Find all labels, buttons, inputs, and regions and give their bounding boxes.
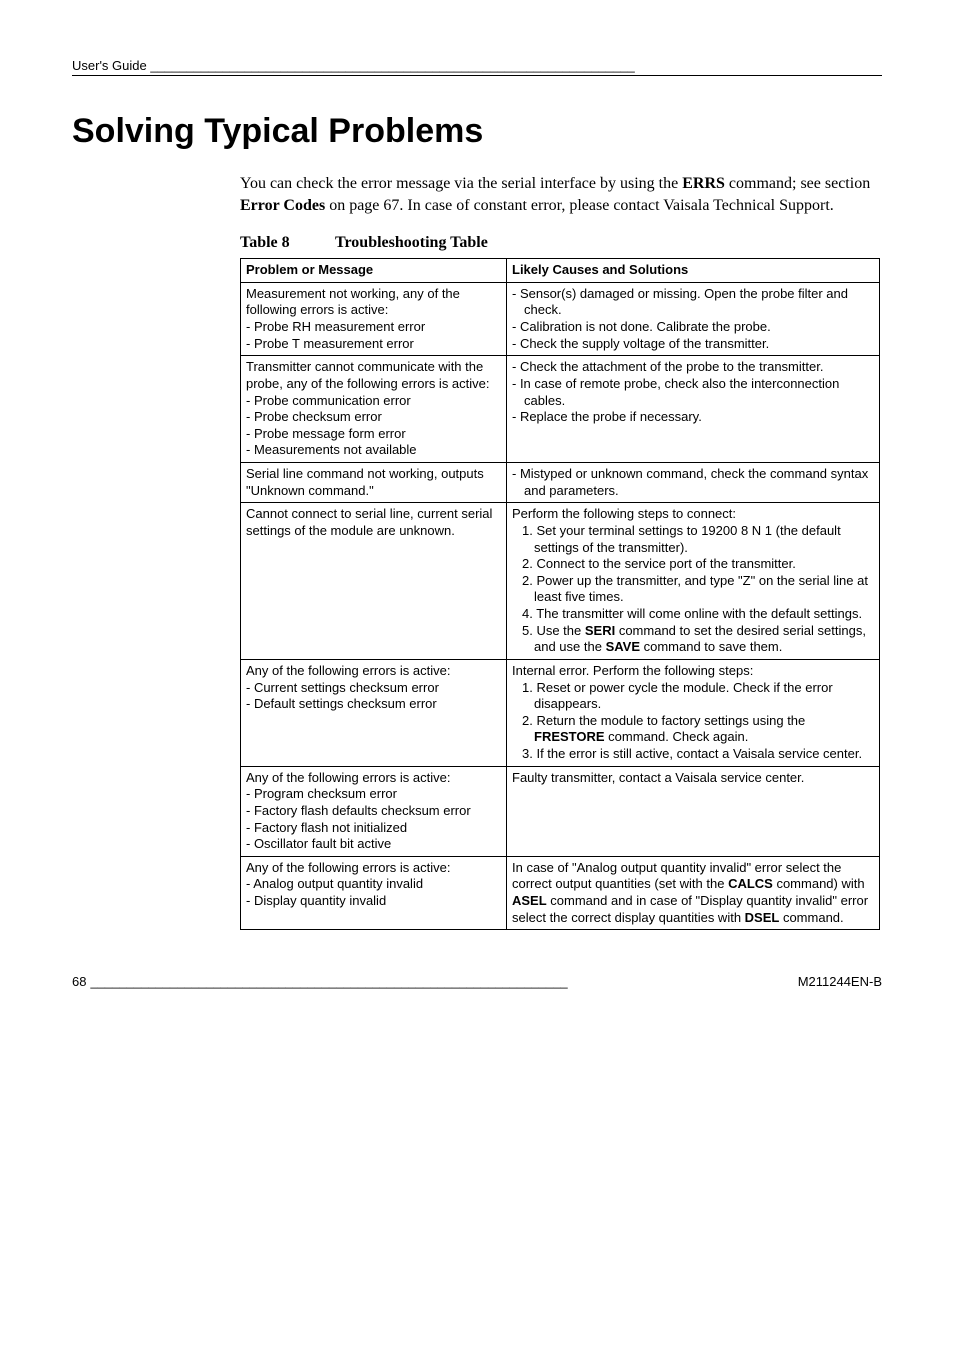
problem-line: Any of the following errors is active: [246, 663, 501, 680]
problem-line: - Current settings checksum error [246, 680, 501, 697]
table-body: Measurement not working, any of the foll… [241, 282, 880, 930]
running-header: User's Guide ___________________________… [72, 58, 882, 76]
intro-a: You can check the error message via the … [240, 175, 682, 192]
table-row: Any of the following errors is active:- … [241, 766, 880, 856]
solution-line: - Check the supply voltage of the transm… [512, 336, 874, 353]
problem-line: Cannot connect to serial line, current s… [246, 506, 501, 539]
problem-line: - Factory flash defaults checksum error [246, 803, 501, 820]
table-caption: Table 8Troubleshooting Table [240, 234, 882, 252]
solution-line: Internal error. Perform the following st… [512, 663, 874, 680]
problem-line: Measurement not working, any of the foll… [246, 286, 501, 319]
solution-line: - Check the attachment of the probe to t… [512, 359, 874, 376]
solution-cell: Internal error. Perform the following st… [507, 659, 880, 766]
problem-line: - Analog output quantity invalid [246, 876, 501, 893]
problem-line: Any of the following errors is active: [246, 860, 501, 877]
solution-line: 2. Connect to the service port of the tr… [512, 556, 874, 573]
solution-line: 5. Use the SERI command to set the desir… [512, 623, 874, 656]
content-column: You can check the error message via the … [240, 173, 882, 930]
problem-line: - Default settings checksum error [246, 696, 501, 713]
problem-line: Serial line command not working, outputs… [246, 466, 501, 499]
problem-cell: Transmitter cannot communicate with the … [241, 356, 507, 463]
solution-line: 1. Set your terminal settings to 19200 8… [512, 523, 874, 556]
solution-line: 4. The transmitter will come online with… [512, 606, 874, 623]
problem-line: - Display quantity invalid [246, 893, 501, 910]
header-left: User's Guide [72, 58, 147, 73]
solution-cell: In case of "Analog output quantity inval… [507, 856, 880, 930]
caption-number: Table 8 [240, 234, 335, 252]
problem-cell: Any of the following errors is active:- … [241, 766, 507, 856]
problem-line: Any of the following errors is active: [246, 770, 501, 787]
problem-cell: Any of the following errors is active:- … [241, 856, 507, 930]
problem-line: - Probe RH measurement error [246, 319, 501, 336]
intro-c: on page 67. In case of constant error, p… [325, 197, 834, 214]
problem-line: - Measurements not available [246, 442, 501, 459]
problem-line: - Probe message form error [246, 426, 501, 443]
solution-cell: - Sensor(s) damaged or missing. Open the… [507, 282, 880, 356]
problem-cell: Measurement not working, any of the foll… [241, 282, 507, 356]
solution-line: - Sensor(s) damaged or missing. Open the… [512, 286, 874, 319]
problem-line: - Program checksum error [246, 786, 501, 803]
solution-cell: - Mistyped or unknown command, check the… [507, 463, 880, 503]
intro-errcodes: Error Codes [240, 197, 325, 214]
col-header-problem: Problem or Message [241, 259, 507, 283]
problem-cell: Cannot connect to serial line, current s… [241, 503, 507, 660]
solution-line: - Replace the probe if necessary. [512, 409, 874, 426]
problem-line: - Oscillator fault bit active [246, 836, 501, 853]
col-header-solution: Likely Causes and Solutions [507, 259, 880, 283]
solution-line: 1. Reset or power cycle the module. Chec… [512, 680, 874, 713]
doc-id: M211244EN-B [798, 974, 882, 989]
intro-errs: ERRS [682, 175, 725, 192]
problem-line: - Probe checksum error [246, 409, 501, 426]
table-header-row: Problem or Message Likely Causes and Sol… [241, 259, 880, 283]
solution-line: 3. If the error is still active, contact… [512, 746, 874, 763]
table-row: Any of the following errors is active:- … [241, 856, 880, 930]
table-row: Transmitter cannot communicate with the … [241, 356, 880, 463]
table-row: Cannot connect to serial line, current s… [241, 503, 880, 660]
problem-line: - Factory flash not initialized [246, 820, 501, 837]
solution-line: Perform the following steps to connect: [512, 506, 874, 523]
solution-cell: Perform the following steps to connect:1… [507, 503, 880, 660]
page-title: Solving Typical Problems [72, 112, 882, 151]
problem-line: Transmitter cannot communicate with the … [246, 359, 501, 392]
caption-title: Troubleshooting Table [335, 234, 488, 251]
intro-b: command; see section [725, 175, 870, 192]
troubleshooting-table: Problem or Message Likely Causes and Sol… [240, 258, 880, 930]
problem-line: - Probe communication error [246, 393, 501, 410]
solution-line: In case of "Analog output quantity inval… [512, 860, 874, 927]
solution-line: - Calibration is not done. Calibrate the… [512, 319, 874, 336]
table-row: Serial line command not working, outputs… [241, 463, 880, 503]
table-row: Measurement not working, any of the foll… [241, 282, 880, 356]
solution-line: 2. Return the module to factory settings… [512, 713, 874, 746]
problem-cell: Serial line command not working, outputs… [241, 463, 507, 503]
solution-line: - Mistyped or unknown command, check the… [512, 466, 874, 499]
problem-cell: Any of the following errors is active:- … [241, 659, 507, 766]
page-footer: 68 _____________________________________… [72, 974, 882, 989]
solution-line: - In case of remote probe, check also th… [512, 376, 874, 409]
solution-line: 2. Power up the transmitter, and type "Z… [512, 573, 874, 606]
solution-cell: Faulty transmitter, contact a Vaisala se… [507, 766, 880, 856]
table-row: Any of the following errors is active:- … [241, 659, 880, 766]
solution-line: Faulty transmitter, contact a Vaisala se… [512, 770, 874, 787]
solution-cell: - Check the attachment of the probe to t… [507, 356, 880, 463]
page-number: 68 [72, 974, 86, 989]
intro-paragraph: You can check the error message via the … [240, 173, 882, 216]
footer-rule: ________________________________________… [86, 974, 797, 989]
problem-line: - Probe T measurement error [246, 336, 501, 353]
